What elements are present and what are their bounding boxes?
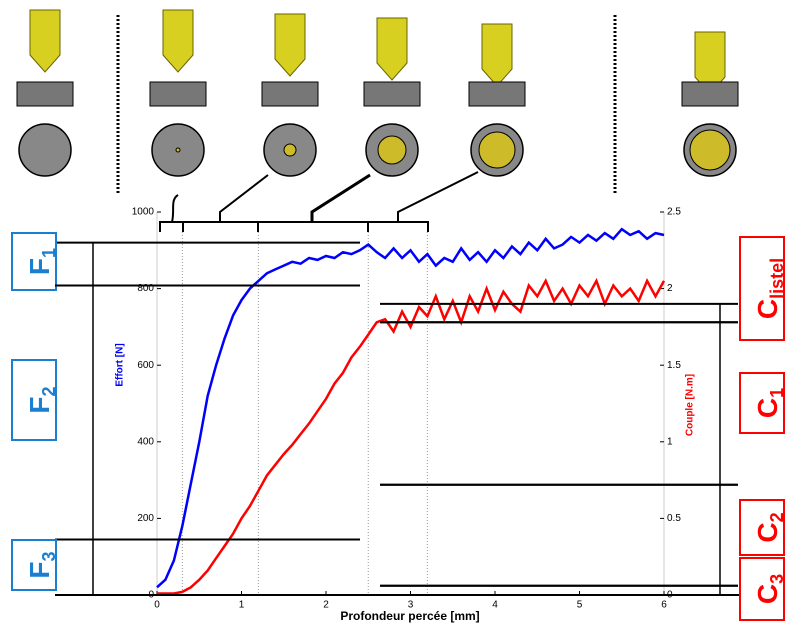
y2-tick-label: 0.5 <box>667 513 681 524</box>
arrow <box>219 174 269 222</box>
annotation-subscript: 3 <box>767 574 787 584</box>
hole-view <box>18 123 72 177</box>
annotation-box <box>11 359 57 441</box>
annotation-letter: F <box>24 396 55 413</box>
y2-tick-label: 2 <box>667 283 673 294</box>
annotation-subscript: 2 <box>39 386 59 396</box>
y-tick-label: 1000 <box>132 207 155 218</box>
y2-tick-label: 1 <box>667 436 673 447</box>
arrow <box>310 173 371 222</box>
workpiece <box>16 81 74 107</box>
x-tick-label: 5 <box>577 600 583 611</box>
y-tick-label: 600 <box>137 360 154 371</box>
y2-axis-title: Couple [N.m] <box>685 374 696 436</box>
x-tick-label: 1 <box>239 600 245 611</box>
annotation-label: Clistel <box>752 258 786 319</box>
drill <box>376 17 408 81</box>
annotation-subscript: 3 <box>39 551 59 561</box>
drill-tip <box>689 129 731 171</box>
y2-tick-label: 1.5 <box>667 360 681 371</box>
annotation-letter: C <box>752 584 783 604</box>
x-tick-label: 3 <box>408 600 414 611</box>
arrow <box>397 171 479 222</box>
annotation-letter: F <box>24 561 55 578</box>
x-tick-label: 6 <box>661 600 667 611</box>
annotation-subscript: 1 <box>39 248 59 258</box>
y-tick-label: 200 <box>137 513 154 524</box>
drill <box>274 13 306 77</box>
annotation-box <box>11 232 57 291</box>
annotation-label: C1 <box>752 388 786 418</box>
x-tick-label: 4 <box>492 600 498 611</box>
annotation-letter: F <box>24 258 55 275</box>
y-axis-title: Effort [N] <box>115 343 126 386</box>
drill <box>481 23 513 87</box>
workpiece <box>149 81 207 107</box>
y-tick-label: 400 <box>137 436 154 447</box>
annotation-label: C3 <box>752 574 786 604</box>
drill <box>29 9 61 73</box>
annotation-box <box>739 499 785 556</box>
brace <box>159 221 429 232</box>
y2-tick-label: 2.5 <box>667 207 681 218</box>
series-line <box>157 277 666 595</box>
annotation-subscript: 2 <box>767 512 787 522</box>
workpiece <box>261 81 319 107</box>
annotation-box <box>11 539 57 591</box>
series-line <box>156 227 665 589</box>
workpiece <box>468 81 526 107</box>
annotation-label: F1 <box>24 248 58 275</box>
annotation-letter: C <box>752 299 783 319</box>
workpiece <box>363 81 421 107</box>
annotation-letter: C <box>752 398 783 418</box>
arrow <box>171 194 179 223</box>
annotation-subscript: listel <box>767 258 787 299</box>
workpiece <box>681 81 739 107</box>
drill-tip <box>377 135 407 165</box>
drill-tip <box>283 143 297 157</box>
annotation-label: F2 <box>24 386 58 413</box>
annotation-label: C2 <box>752 512 786 542</box>
drill-illustrations <box>16 9 739 177</box>
annotation-box <box>739 236 785 341</box>
x-tick-label: 0 <box>154 600 160 611</box>
x-axis-title: Profondeur percée [mm] <box>340 609 479 623</box>
drill <box>162 9 194 73</box>
annotation-subscript: 1 <box>767 388 787 398</box>
y-tick-label: 800 <box>137 283 154 294</box>
drill-tip <box>478 131 516 169</box>
annotation-box <box>739 372 785 434</box>
x-tick-label: 2 <box>323 600 329 611</box>
drill-tip <box>175 147 181 153</box>
phase-braces <box>159 171 479 232</box>
annotation-letter: C <box>752 522 783 542</box>
annotation-box <box>739 557 785 621</box>
annotation-label: F3 <box>24 551 58 578</box>
